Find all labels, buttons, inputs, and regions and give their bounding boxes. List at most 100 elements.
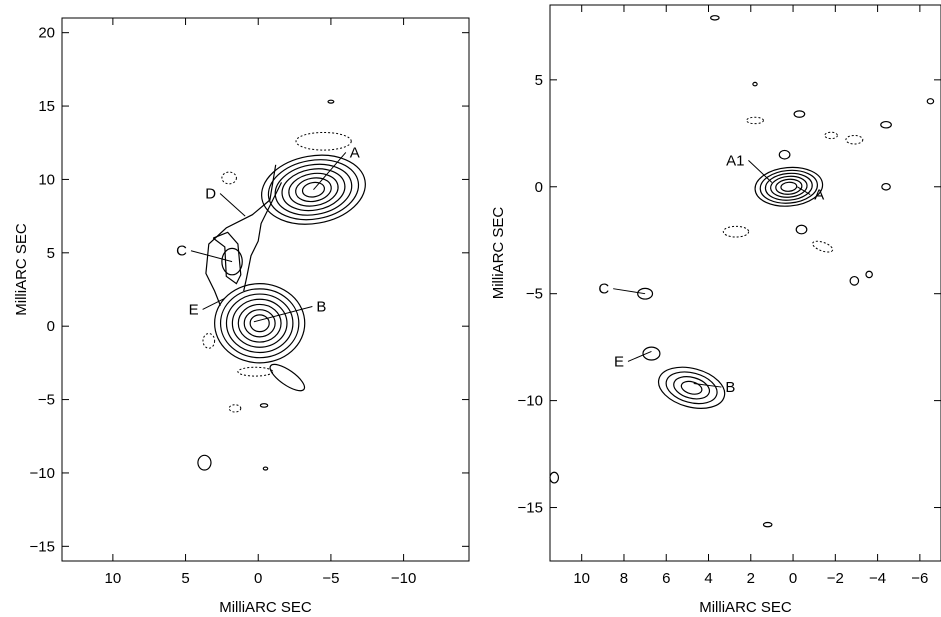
contour [710,15,720,21]
y-axis-title: MilliARC SEC [13,223,30,316]
x-tick-label: 6 [662,570,670,587]
component-leader [693,383,722,388]
contour [237,303,282,343]
negative-contour [295,131,352,151]
plot-frame [549,4,941,562]
plot-frame [61,17,470,562]
contour [762,521,773,528]
contour [680,380,703,395]
negative-contour [746,116,764,125]
contour [880,120,892,129]
y-tick-label: 0 [535,179,543,196]
component-leader [627,350,652,362]
contour [259,403,269,408]
contour [770,175,808,198]
contour [778,149,791,160]
contour [793,110,806,118]
contour [849,275,860,286]
contour [274,163,353,216]
component-label-b: B [316,299,326,316]
component-leader [219,193,246,217]
contour [231,298,288,348]
contour [214,283,306,364]
contour [249,314,270,333]
y-axis-title: MilliARC SEC [490,207,507,300]
y-tick-label: −5 [38,392,55,409]
contour [221,247,243,276]
component-leader [613,288,646,295]
contour [759,169,818,204]
contour-map [197,99,366,471]
contour [673,376,711,400]
x-tick-label: −4 [869,570,886,587]
contour [926,98,935,105]
contour [549,471,560,484]
x-tick-label: −10 [391,570,416,587]
contour [219,288,300,359]
y-tick-label: −15 [30,538,55,555]
component-leader [253,306,313,323]
jet-contour [243,182,283,292]
x-tick-label: −2 [827,570,844,587]
component-label-a: A [350,144,360,161]
contour [301,181,326,198]
component-label-a1: A1 [726,152,744,169]
y-tick-label: −10 [518,393,543,410]
x-tick-label: 4 [704,570,712,587]
component-leader [313,152,347,191]
component-leader [748,160,773,183]
negative-contour [228,404,242,413]
contour [225,293,294,354]
negative-contour [812,240,834,253]
component-label-d: D [205,186,216,203]
x-tick-label: −5 [322,570,339,587]
contour [637,287,654,300]
negative-contour [722,225,750,238]
negative-contour [202,333,216,349]
x-axis-title: MilliARC SEC [699,599,792,616]
component-label-c: C [176,243,187,260]
x-tick-label: 10 [573,570,590,587]
y-tick-label: 0 [47,318,55,335]
contour [197,454,212,471]
contour [288,172,339,207]
contour [665,371,718,405]
y-tick-label: 10 [38,171,55,188]
component-leader [202,297,226,310]
right-panel: 10 8 6 4 2 0 −2 −4 −6 5 0 −5 −10 −15 MilliARC SEC Milli… [490,4,941,616]
component-leader [797,186,811,196]
y-tick-label: −15 [518,500,543,517]
y-tick-label: −10 [30,465,55,482]
x-tick-label: 10 [105,570,122,587]
component-label-e: E [614,353,624,370]
y-tick-label: 5 [47,245,55,262]
contour [881,182,891,191]
negative-contour [237,366,274,377]
contour [281,168,346,212]
contour [295,177,332,203]
x-tick-label: 0 [789,570,797,587]
left-panel: 10 5 0 −5 −10 20 15 10 5 0 −5 −10 −15 MilliARC SEC Mil… [13,17,470,616]
contour [764,172,813,201]
component-label-c: C [598,281,609,298]
component-label-e: E [189,301,199,318]
contour [269,363,306,392]
contour-map [549,15,935,528]
component-label-a: A [814,187,824,204]
contour [865,270,873,279]
y-tick-label: −5 [526,286,543,303]
negative-contour [824,131,838,140]
x-tick-label: 8 [620,570,628,587]
contour [267,159,360,221]
contour [261,154,366,225]
y-tick-label: 5 [535,72,543,89]
negative-contour [221,171,237,185]
contour [243,309,276,338]
component-label-b: B [725,379,735,396]
x-axis-title: MilliARC SEC [219,599,312,616]
contour [780,181,798,192]
contour [775,178,803,195]
negative-contour [845,134,864,145]
jet-contour [212,231,242,285]
